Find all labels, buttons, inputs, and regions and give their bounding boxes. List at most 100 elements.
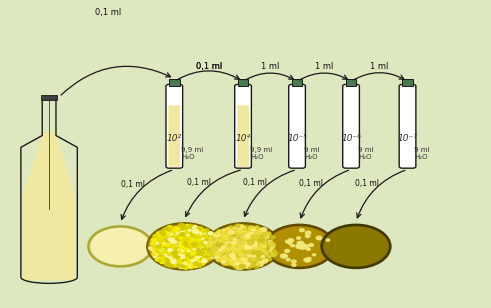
Circle shape bbox=[153, 242, 156, 244]
Circle shape bbox=[160, 233, 162, 234]
Circle shape bbox=[246, 245, 252, 249]
Circle shape bbox=[256, 254, 261, 257]
Circle shape bbox=[197, 256, 201, 258]
Circle shape bbox=[253, 250, 258, 254]
Circle shape bbox=[232, 259, 238, 263]
Circle shape bbox=[240, 246, 244, 249]
Circle shape bbox=[159, 235, 161, 237]
Circle shape bbox=[243, 246, 246, 248]
Circle shape bbox=[245, 248, 251, 251]
Circle shape bbox=[180, 240, 183, 243]
Circle shape bbox=[255, 251, 259, 253]
Circle shape bbox=[158, 237, 162, 239]
Circle shape bbox=[165, 231, 171, 235]
Circle shape bbox=[245, 259, 248, 261]
Circle shape bbox=[183, 246, 185, 248]
Circle shape bbox=[160, 259, 164, 262]
Circle shape bbox=[241, 245, 246, 248]
Circle shape bbox=[188, 257, 190, 258]
Circle shape bbox=[242, 241, 248, 245]
Circle shape bbox=[177, 242, 180, 244]
Circle shape bbox=[175, 241, 180, 244]
Circle shape bbox=[204, 236, 208, 238]
Circle shape bbox=[285, 240, 290, 243]
Circle shape bbox=[235, 244, 242, 249]
Circle shape bbox=[230, 241, 236, 245]
Text: 9 ml
H₂O: 9 ml H₂O bbox=[304, 147, 320, 160]
Circle shape bbox=[177, 246, 181, 249]
Circle shape bbox=[259, 246, 264, 249]
Circle shape bbox=[178, 246, 181, 248]
Circle shape bbox=[165, 242, 170, 245]
Circle shape bbox=[200, 253, 204, 255]
Circle shape bbox=[167, 251, 173, 254]
Circle shape bbox=[181, 257, 187, 261]
Circle shape bbox=[180, 247, 184, 250]
Circle shape bbox=[192, 260, 196, 263]
Circle shape bbox=[189, 245, 191, 246]
Circle shape bbox=[240, 249, 246, 253]
Circle shape bbox=[187, 260, 191, 262]
Circle shape bbox=[151, 239, 155, 241]
Circle shape bbox=[179, 244, 182, 246]
Circle shape bbox=[187, 241, 192, 244]
Circle shape bbox=[255, 247, 261, 251]
Circle shape bbox=[184, 249, 190, 253]
Circle shape bbox=[210, 249, 213, 251]
Circle shape bbox=[245, 232, 250, 235]
Circle shape bbox=[181, 249, 183, 250]
Circle shape bbox=[167, 233, 171, 235]
Circle shape bbox=[158, 257, 164, 261]
Circle shape bbox=[233, 239, 238, 243]
Circle shape bbox=[162, 253, 164, 255]
Circle shape bbox=[242, 246, 246, 248]
Circle shape bbox=[227, 244, 232, 247]
Circle shape bbox=[215, 256, 219, 258]
Circle shape bbox=[240, 244, 246, 249]
Circle shape bbox=[195, 234, 200, 237]
Circle shape bbox=[170, 248, 173, 249]
Circle shape bbox=[179, 265, 184, 268]
Circle shape bbox=[229, 226, 232, 228]
Circle shape bbox=[189, 265, 194, 269]
Circle shape bbox=[160, 248, 162, 249]
Circle shape bbox=[174, 247, 178, 249]
Circle shape bbox=[176, 244, 181, 246]
Circle shape bbox=[224, 256, 228, 259]
Circle shape bbox=[163, 252, 167, 254]
Circle shape bbox=[235, 244, 240, 247]
Circle shape bbox=[164, 258, 169, 261]
Circle shape bbox=[187, 236, 190, 237]
Circle shape bbox=[226, 228, 230, 230]
Circle shape bbox=[182, 245, 186, 248]
Circle shape bbox=[202, 254, 207, 257]
Circle shape bbox=[262, 241, 267, 244]
Circle shape bbox=[199, 243, 203, 246]
Circle shape bbox=[243, 243, 247, 246]
Circle shape bbox=[241, 245, 246, 248]
Circle shape bbox=[255, 245, 259, 247]
Circle shape bbox=[184, 244, 189, 247]
Circle shape bbox=[247, 245, 252, 248]
Circle shape bbox=[183, 248, 185, 249]
Circle shape bbox=[217, 245, 220, 247]
Circle shape bbox=[165, 258, 169, 261]
Circle shape bbox=[166, 230, 169, 232]
Circle shape bbox=[242, 246, 245, 249]
Circle shape bbox=[166, 236, 169, 238]
Circle shape bbox=[252, 234, 256, 237]
Circle shape bbox=[204, 244, 208, 247]
Text: 0,1 ml: 0,1 ml bbox=[299, 179, 323, 188]
Circle shape bbox=[208, 232, 213, 235]
Circle shape bbox=[181, 244, 184, 246]
Circle shape bbox=[266, 248, 269, 250]
Circle shape bbox=[162, 246, 164, 247]
Circle shape bbox=[240, 260, 245, 262]
Circle shape bbox=[170, 250, 173, 251]
Circle shape bbox=[163, 247, 168, 250]
Circle shape bbox=[225, 230, 231, 233]
Circle shape bbox=[260, 251, 265, 254]
Circle shape bbox=[237, 241, 243, 245]
Circle shape bbox=[223, 245, 230, 249]
Circle shape bbox=[185, 253, 189, 256]
